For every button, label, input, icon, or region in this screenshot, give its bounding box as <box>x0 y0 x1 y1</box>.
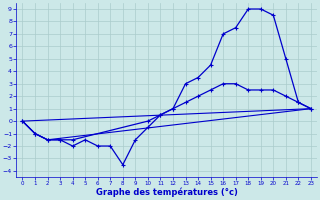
X-axis label: Graphe des températures (°c): Graphe des températures (°c) <box>96 188 238 197</box>
